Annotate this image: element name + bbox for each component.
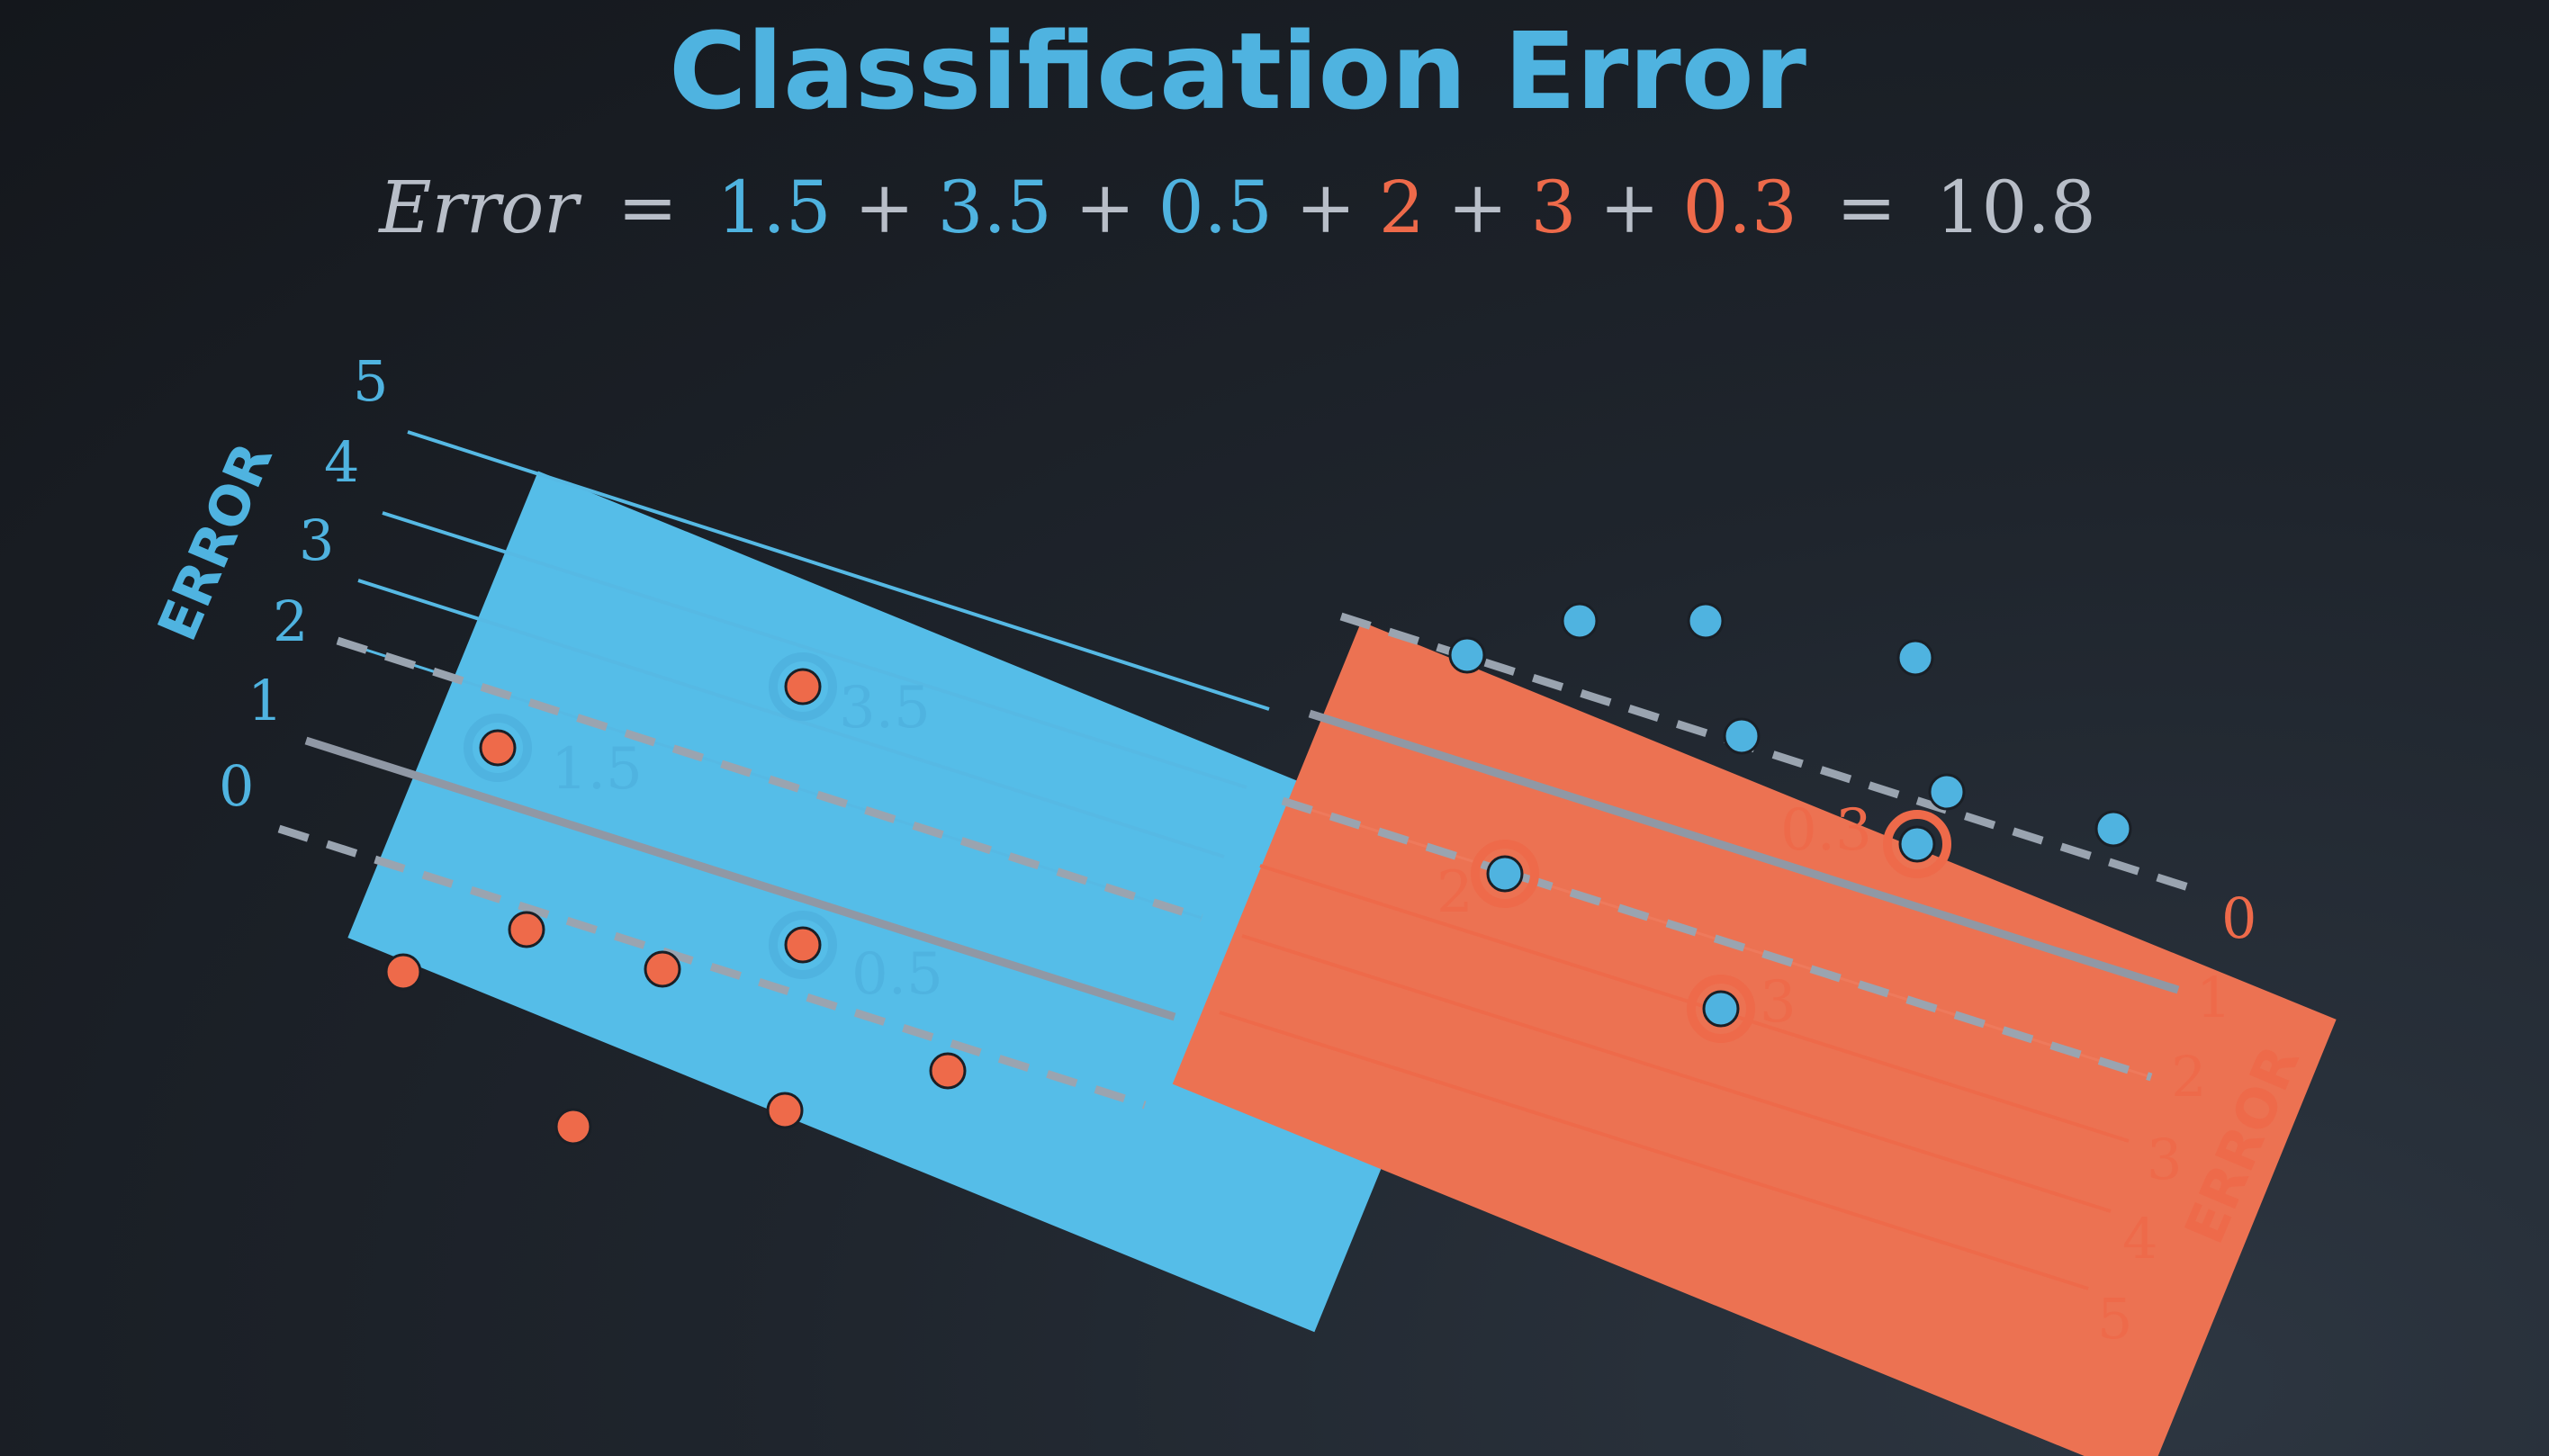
equation-term-1: 1.5 (716, 166, 831, 249)
equation-plus: + (1295, 166, 1356, 249)
red-error-region (1172, 621, 2337, 1456)
misclassified-red-point (479, 729, 517, 767)
red-error-line-5 (1219, 1011, 2089, 1290)
red-point (384, 953, 422, 991)
red-tick-5: 5 (2097, 1286, 2132, 1352)
misclassified-blue-point (1898, 825, 1936, 863)
error-label-1-5: 1.5 (551, 736, 643, 803)
blue-point (1928, 773, 1966, 811)
error-label-3: 3 (1760, 969, 1797, 1036)
blue-axis-word: ERROR (146, 434, 285, 650)
misclassified-red-point (784, 926, 822, 964)
blue-tick-2: 2 (273, 589, 308, 654)
red-tick-0: 0 (2221, 885, 2256, 951)
error-ring (464, 714, 532, 782)
blue-tick-0: 0 (219, 753, 254, 819)
blue-region-fill (347, 471, 1505, 1333)
misclassified-blue-point (1486, 855, 1524, 893)
blue-tick-4: 4 (324, 429, 359, 495)
blue-point (1448, 636, 1486, 674)
error-ring (769, 911, 837, 979)
misclassified-red-point (784, 668, 822, 706)
equation-equals: = (617, 166, 678, 249)
red-point (929, 1052, 967, 1090)
equation-term-6: 0.3 (1682, 166, 1797, 249)
error-ring (1471, 840, 1539, 908)
blue-margin-line (336, 636, 1203, 922)
misclassified-blue-points (1471, 810, 1951, 1043)
red-point (766, 1092, 804, 1129)
error-label-2: 2 (1437, 859, 1473, 926)
red-tick-3: 3 (2147, 1127, 2182, 1192)
blue-tick-5: 5 (353, 348, 388, 414)
equation-plus: + (1075, 166, 1135, 249)
blue-tick-3: 3 (299, 508, 334, 573)
error-ring (1687, 975, 1755, 1043)
blue-boundary-line (304, 736, 1176, 1021)
red-tick-1: 1 (2196, 965, 2231, 1030)
red-tick-2: 2 (2171, 1044, 2206, 1110)
blue-point (1687, 602, 1725, 640)
equation-plus: + (854, 166, 914, 249)
misclassified-red-points (464, 652, 837, 979)
error-equation: Error = 1.5 + 3.5 + 0.5 + 2 + 3 + 0.3 = … (377, 166, 2096, 249)
red-points-correct (384, 911, 967, 1146)
equation-term-3: 0.5 (1158, 166, 1273, 249)
error-ring (769, 652, 837, 721)
equation-plus: + (1599, 166, 1660, 249)
misclassified-red-labels: 1.5 3.5 0.5 (551, 675, 943, 1008)
blue-points-correct (1448, 602, 2132, 848)
red-region-fill (1172, 621, 2337, 1456)
misclassified-blue-labels: 2 3 0.3 (1437, 797, 1872, 1036)
error-label-0-5: 0.5 (851, 941, 943, 1008)
red-point (508, 911, 545, 948)
red-margin-line (1281, 796, 2153, 1082)
equation-lhs: Error (377, 166, 582, 249)
blue-point (2094, 810, 2132, 848)
red-tick-4: 4 (2122, 1206, 2157, 1272)
error-label-3-5: 3.5 (839, 675, 931, 741)
equation-term-2: 3.5 (938, 166, 1052, 249)
blue-error-region (347, 471, 1505, 1333)
blue-point (1723, 717, 1761, 755)
error-label-0-3: 0.3 (1780, 797, 1872, 864)
red-error-line-4 (1241, 934, 2112, 1213)
blue-error-line-3 (407, 430, 1270, 711)
red-point (644, 950, 681, 988)
equation-total: 10.8 (1936, 166, 2096, 249)
red-boundary-line (1308, 709, 2180, 994)
equation-term-5: 3 (1531, 166, 1577, 249)
blue-point (1561, 602, 1599, 640)
equation-plus: + (1447, 166, 1508, 249)
blue-error-line-4 (382, 511, 1247, 789)
red-point (554, 1108, 592, 1146)
equation-term-4: 2 (1379, 166, 1425, 249)
misclassified-blue-point (1702, 990, 1740, 1028)
blue-point (1896, 639, 1934, 677)
equation-equals: = (1836, 166, 1896, 249)
page-title: Classification Error (669, 9, 1806, 133)
blue-outer-margin-line (277, 824, 1147, 1110)
blue-tick-1: 1 (248, 668, 283, 733)
blue-axis: 0 1 2 3 4 5 ERROR (146, 348, 388, 819)
error-ring (1883, 810, 1951, 878)
